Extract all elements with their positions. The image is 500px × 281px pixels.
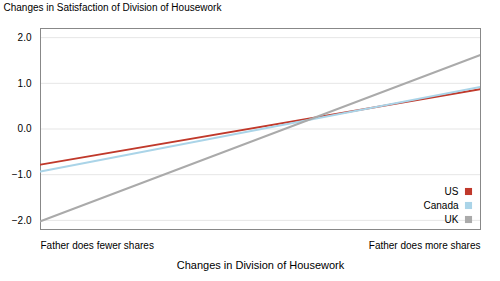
svg-text:1.0: 1.0 [18,78,32,89]
svg-text:Changes in Satisfaction of Div: Changes in Satisfaction of Division of H… [4,2,223,13]
svg-text:UK: UK [445,214,459,225]
svg-text:US: US [445,186,459,197]
svg-text:Changes in Division of Housewo: Changes in Division of Housework [177,259,345,271]
svg-text:Father does fewer shares: Father does fewer shares [41,240,154,251]
svg-text:−1.0: −1.0 [12,169,32,180]
svg-text:Father does more shares: Father does more shares [369,240,481,251]
svg-text:0.0: 0.0 [18,123,32,134]
svg-text:Canada: Canada [423,200,458,211]
svg-text:−2.0: −2.0 [12,215,32,226]
svg-text:2.0: 2.0 [18,32,32,43]
